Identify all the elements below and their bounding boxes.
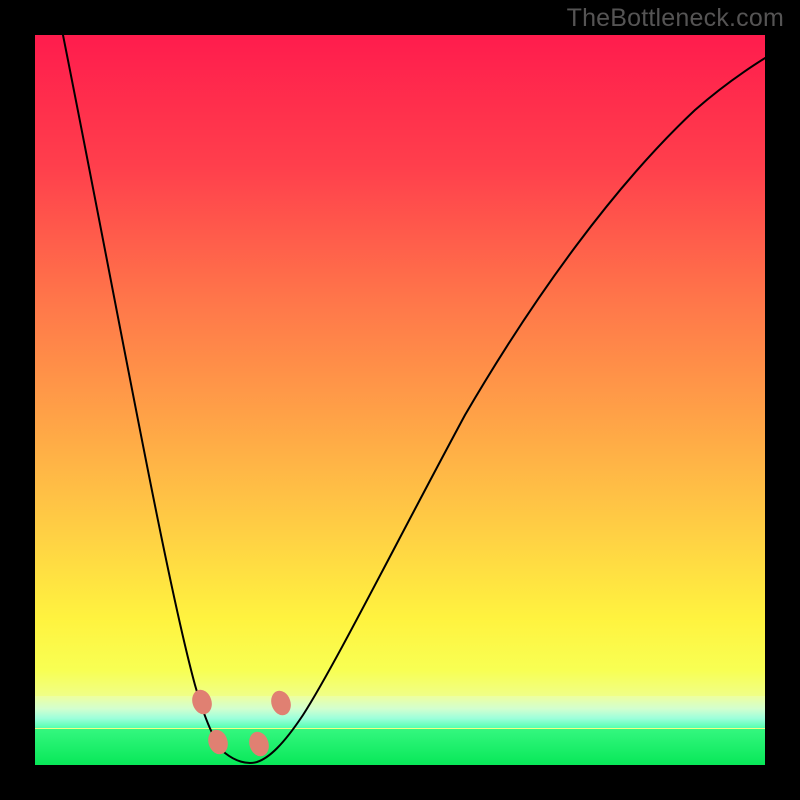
- curve-marker: [269, 689, 294, 717]
- plot-area: [35, 35, 765, 765]
- curve-marker: [247, 730, 272, 758]
- curve-path: [59, 35, 765, 763]
- watermark-text: TheBottleneck.com: [567, 4, 784, 33]
- curve-marker: [190, 688, 215, 716]
- bottleneck-curve: [35, 35, 765, 765]
- curve-marker: [206, 728, 231, 756]
